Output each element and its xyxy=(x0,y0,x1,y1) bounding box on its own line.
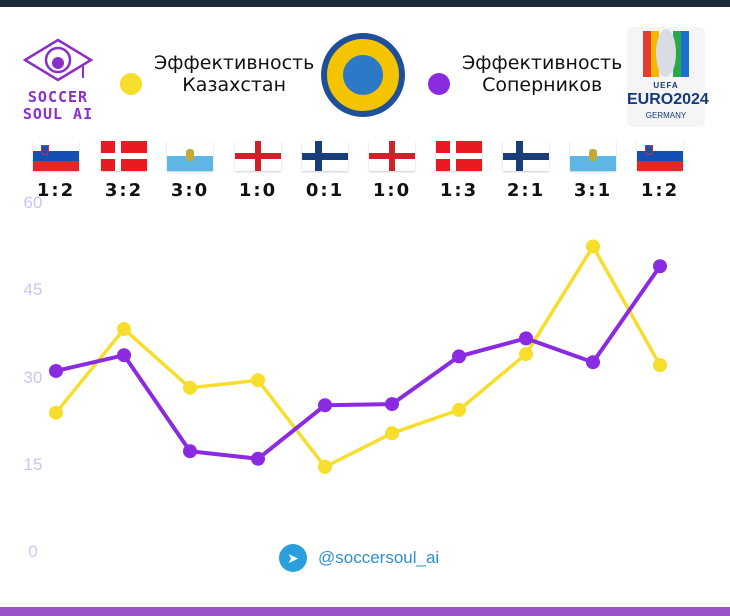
match-item: 2:1 xyxy=(496,141,556,201)
flag-denmark-icon xyxy=(436,141,482,171)
yellow-dot-icon xyxy=(120,73,142,95)
data-point-1 xyxy=(452,349,466,364)
graduation-ball-icon xyxy=(22,38,94,82)
crest-ball-icon xyxy=(341,53,385,97)
data-point-1 xyxy=(519,331,533,346)
data-point-0 xyxy=(653,358,667,373)
match-item: 1:2 xyxy=(26,141,86,201)
euro-subtitle: GERMANY xyxy=(645,111,687,120)
soccer-soul-logo: SOCCER SOUL AI xyxy=(18,38,98,123)
data-point-0 xyxy=(183,380,197,395)
y-tick-label: 15 xyxy=(23,454,43,474)
flag-finland-icon xyxy=(302,141,348,171)
match-score: 1:2 xyxy=(640,180,680,201)
telegram-handle-text[interactable]: @soccersoul_ai xyxy=(318,548,440,567)
match-item: 1:2 xyxy=(630,141,690,201)
series-line-0 xyxy=(54,243,662,470)
y-tick-label: 0 xyxy=(28,542,38,561)
data-point-0 xyxy=(452,402,466,417)
match-score: 3:2 xyxy=(104,180,144,201)
kazakhstan-football-federation-crest xyxy=(321,33,405,117)
euro-title: EURO2024 xyxy=(627,91,709,108)
flag-denmark-icon xyxy=(101,141,147,171)
data-point-1 xyxy=(183,444,197,459)
legend-label-line2: Соперников xyxy=(482,74,603,96)
match-score: 3:0 xyxy=(170,180,210,201)
legend-label-line1: Эффективность xyxy=(154,52,315,74)
data-point-1 xyxy=(49,363,63,378)
bottom-bar xyxy=(0,607,730,616)
match-item: 0:1 xyxy=(295,141,355,201)
logo-line-1: SOCCER xyxy=(27,88,89,106)
legend-opponents: Эффективность Соперников xyxy=(428,52,622,96)
flag-northern-ireland-icon xyxy=(235,141,281,171)
flag-northern-ireland-icon xyxy=(369,141,415,171)
match-score: 1:0 xyxy=(238,180,278,201)
match-item: 3:2 xyxy=(94,141,154,201)
data-point-0 xyxy=(251,373,265,388)
top-bar xyxy=(0,0,730,7)
match-score: 0:1 xyxy=(305,180,345,201)
match-score: 1:0 xyxy=(372,180,412,201)
data-point-0 xyxy=(385,426,399,441)
y-tick-label: 45 xyxy=(23,280,43,300)
match-item: 3:1 xyxy=(563,141,623,201)
data-point-1 xyxy=(251,451,265,466)
y-tick-label: 30 xyxy=(23,367,43,387)
flag-san-marino-icon xyxy=(570,141,616,171)
series-line-1 xyxy=(55,265,662,461)
data-point-0 xyxy=(318,459,332,474)
telegram-handle[interactable]: ➤ @soccersoul_ai xyxy=(279,544,439,572)
purple-dot-icon xyxy=(428,73,450,95)
trophy-icon xyxy=(643,29,689,77)
match-item: 1:3 xyxy=(429,141,489,201)
data-point-0 xyxy=(49,405,63,420)
uefa-label: UEFA xyxy=(653,81,679,90)
euro-2024-logo: UEFA EURO2024 GERMANY xyxy=(627,27,709,127)
legend-kazakhstan: Эффективность Казахстан xyxy=(120,52,314,96)
legend-label-line1: Эффективность xyxy=(462,52,623,74)
flag-slovenia-icon xyxy=(33,141,79,171)
match-item: 1:0 xyxy=(228,141,288,201)
match-score: 3:1 xyxy=(573,180,613,201)
telegram-icon: ➤ xyxy=(279,544,307,572)
data-point-1 xyxy=(586,355,600,370)
y-tick-label: 60 xyxy=(23,193,43,212)
flag-san-marino-icon xyxy=(167,141,213,171)
logo-line-2: SOUL AI xyxy=(22,105,94,123)
data-point-1 xyxy=(117,348,131,363)
match-item: 3:0 xyxy=(160,141,220,201)
match-score: 1:3 xyxy=(439,180,479,201)
data-point-0 xyxy=(117,322,131,337)
legend-label-line2: Казахстан xyxy=(182,74,286,96)
data-point-0 xyxy=(586,239,600,254)
match-item: 1:0 xyxy=(362,141,422,201)
data-point-1 xyxy=(653,259,667,274)
flag-slovenia-icon xyxy=(637,141,683,171)
data-point-1 xyxy=(385,397,399,412)
match-score: 2:1 xyxy=(506,180,546,201)
data-point-1 xyxy=(318,398,332,413)
data-point-0 xyxy=(519,347,533,362)
flag-finland-icon xyxy=(503,141,549,171)
match-score: 1:2 xyxy=(36,180,76,201)
